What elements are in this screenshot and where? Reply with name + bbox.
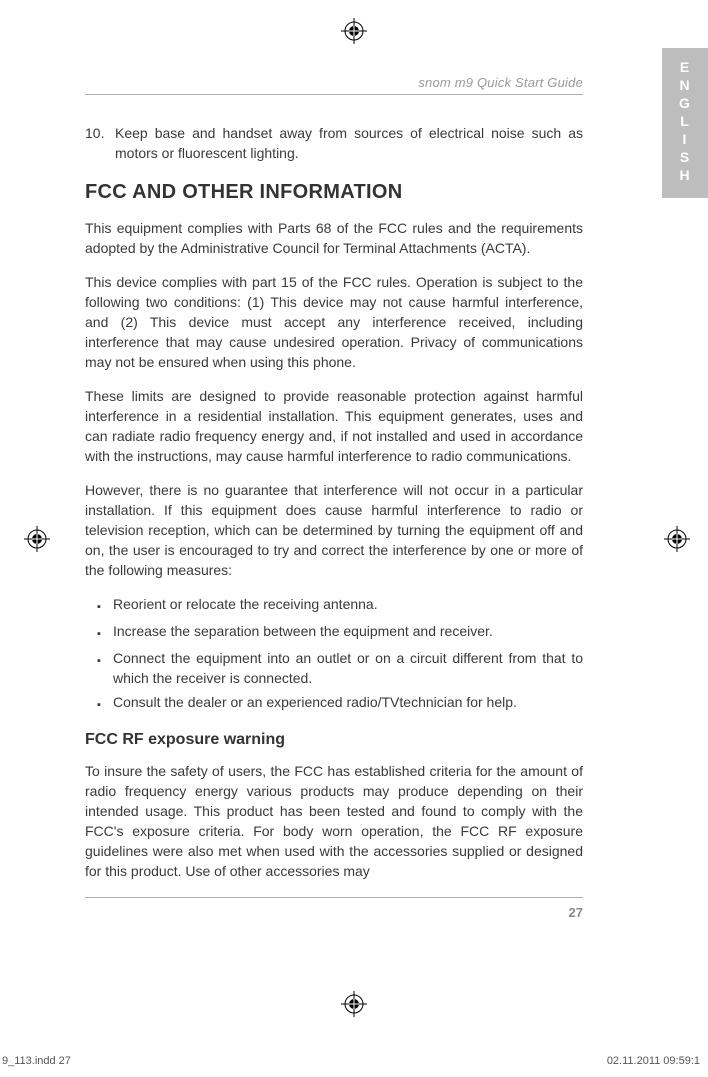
bullet-text: Connect the equipment into an outlet or … bbox=[113, 648, 583, 688]
bullet-icon: ▪ bbox=[85, 594, 113, 617]
list-item: ▪Connect the equipment into an outlet or… bbox=[85, 648, 583, 688]
section-heading: FCC AND OTHER INFORMATION bbox=[85, 181, 583, 204]
subheading: FCC RF exposure warning bbox=[85, 731, 583, 749]
print-footer-left: 9_113.indd 27 bbox=[0, 1055, 71, 1067]
tab-letter: G bbox=[662, 94, 708, 112]
list-item: ▪Consult the dealer or an experienced ra… bbox=[85, 692, 583, 715]
list-text: Keep base and handset away from sources … bbox=[115, 123, 583, 163]
page: E N G L I S H snom m9 Quick Start Guide … bbox=[0, 0, 708, 1077]
registration-mark-icon bbox=[24, 526, 50, 552]
tab-letter: E bbox=[662, 58, 708, 76]
list-item: ▪Reorient or relocate the receiving ante… bbox=[85, 594, 583, 617]
tab-letter: H bbox=[662, 166, 708, 184]
print-footer: 9_113.indd 27 02.11.2011 09:59:1 bbox=[0, 1055, 708, 1067]
page-number: 27 bbox=[569, 905, 583, 920]
list-item: ▪Increase the separation between the equ… bbox=[85, 621, 583, 644]
bullet-text: Consult the dealer or an experienced rad… bbox=[113, 692, 517, 715]
tab-letter: S bbox=[662, 148, 708, 166]
bullet-icon: ▪ bbox=[85, 648, 113, 688]
registration-mark-icon bbox=[341, 18, 367, 44]
body-paragraph: However, there is no guarantee that inte… bbox=[85, 480, 583, 580]
body-paragraph: These limits are designed to provide rea… bbox=[85, 386, 583, 466]
tab-letter: L bbox=[662, 112, 708, 130]
registration-mark-icon bbox=[664, 526, 690, 552]
body-paragraph: This equipment complies with Parts 68 of… bbox=[85, 218, 583, 258]
registration-mark-icon bbox=[341, 991, 367, 1017]
bullet-text: Increase the separation between the equi… bbox=[113, 621, 493, 644]
language-tab: E N G L I S H bbox=[662, 48, 708, 198]
bullet-list: ▪Reorient or relocate the receiving ante… bbox=[85, 594, 583, 715]
footer-rule: 27 bbox=[85, 897, 583, 922]
tab-letter: N bbox=[662, 76, 708, 94]
header-row: snom m9 Quick Start Guide bbox=[85, 75, 583, 95]
bullet-text: Reorient or relocate the receiving anten… bbox=[113, 594, 378, 617]
body-paragraph: This device complies with part 15 of the… bbox=[85, 272, 583, 372]
body-paragraph: To insure the safety of users, the FCC h… bbox=[85, 761, 583, 881]
tab-letter: I bbox=[662, 130, 708, 148]
bullet-icon: ▪ bbox=[85, 621, 113, 644]
numbered-list-item: 10. Keep base and handset away from sour… bbox=[85, 123, 583, 163]
print-footer-right: 02.11.2011 09:59:1 bbox=[607, 1055, 700, 1067]
guide-title: snom m9 Quick Start Guide bbox=[418, 75, 583, 90]
content-area: snom m9 Quick Start Guide 10. Keep base … bbox=[85, 75, 583, 922]
list-number: 10. bbox=[85, 123, 115, 163]
bullet-icon: ▪ bbox=[85, 692, 113, 715]
